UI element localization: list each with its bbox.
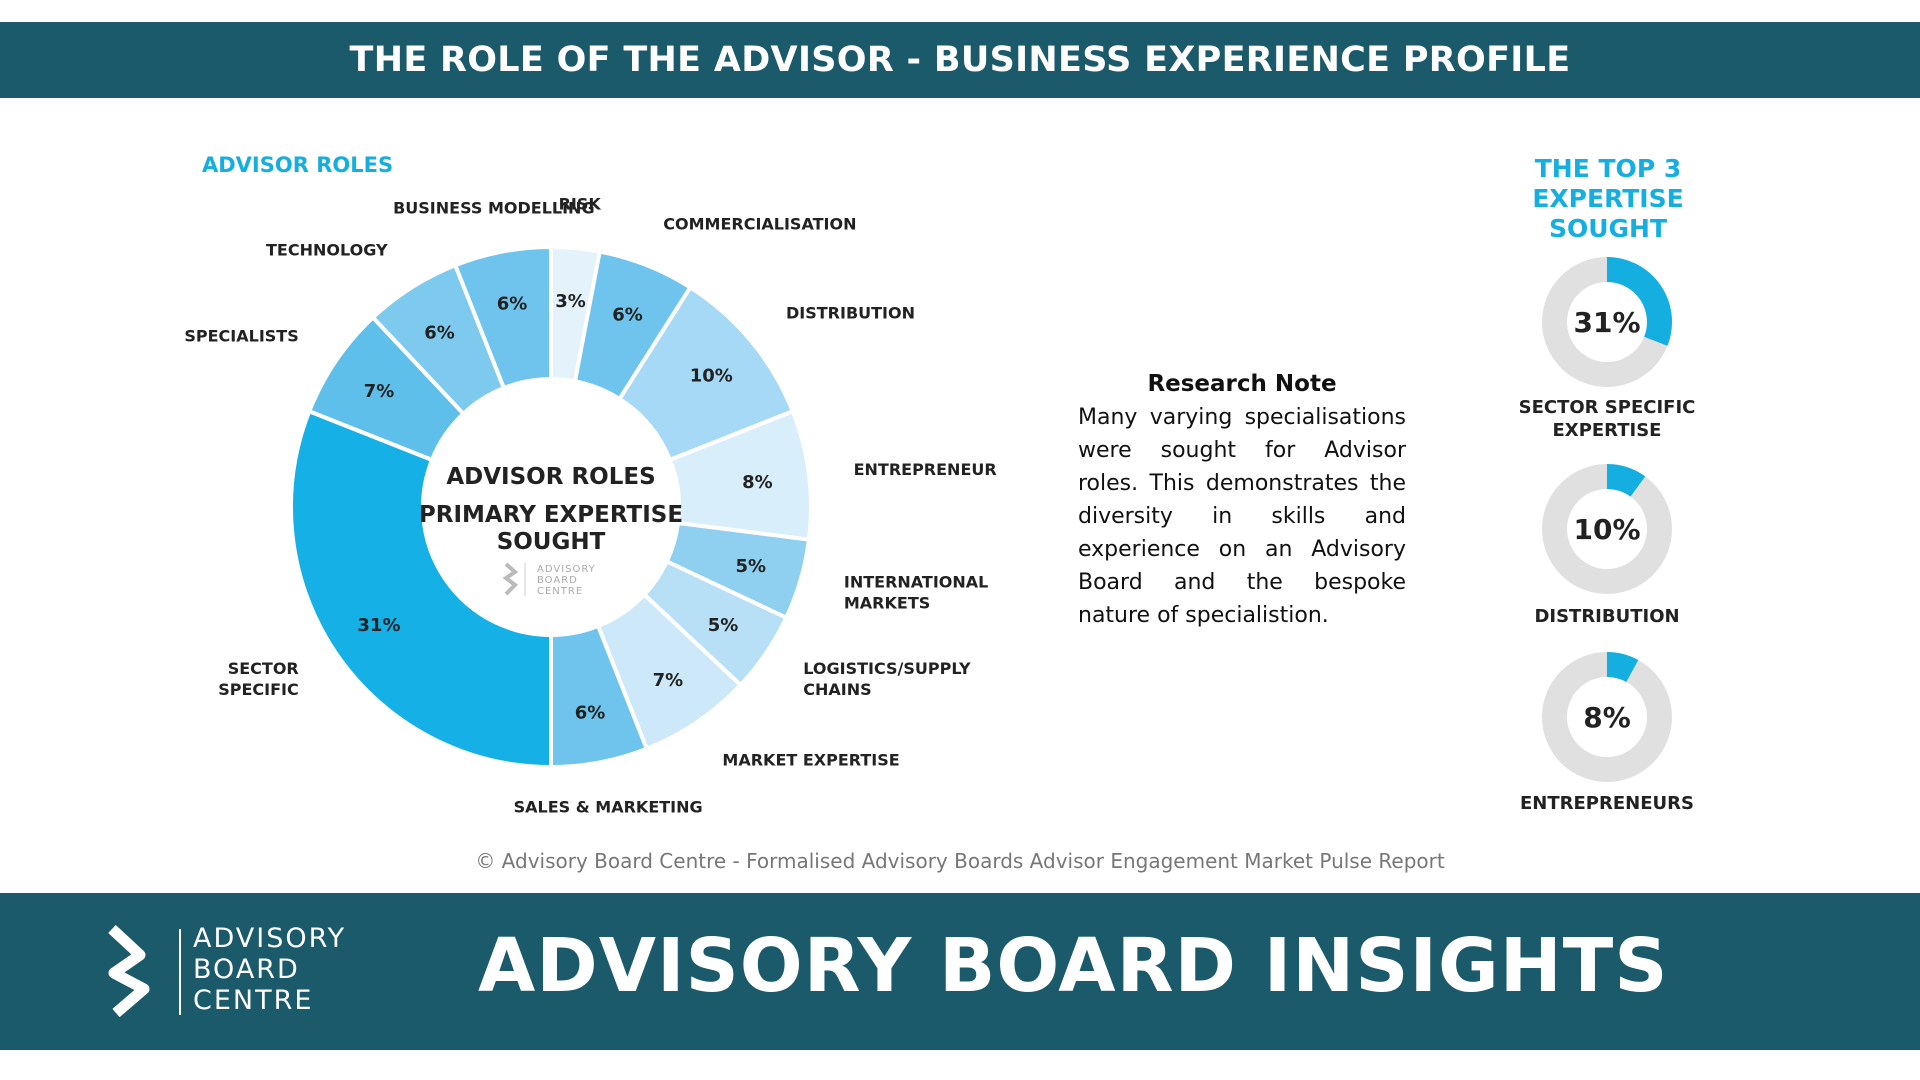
donut-category-label: INTERNATIONAL MARKETS xyxy=(844,573,988,613)
donut-category-label: TECHNOLOGY xyxy=(266,240,388,259)
donut-category-label: RISK xyxy=(559,194,602,213)
donut-category-label: LOGISTICS/SUPPLY CHAINS xyxy=(803,659,971,699)
donut-center-line2: PRIMARY EXPERTISE xyxy=(419,502,683,528)
logo-divider xyxy=(179,929,181,1015)
ring-value-label: 10% xyxy=(1573,513,1640,546)
donut-slice-sector-specific xyxy=(289,408,553,770)
top3-title: THE TOP 3 EXPERTISE SOUGHT xyxy=(1480,154,1736,244)
donut-value-label: 5% xyxy=(735,556,766,577)
donut-category-label: SPECIALISTS xyxy=(184,327,298,346)
research-note-title: Research Note xyxy=(1147,371,1337,397)
top3-label-line: ENTREPRENEURS xyxy=(1520,793,1694,814)
top3-title-line2: EXPERTISE xyxy=(1532,184,1684,213)
logo-text: ADVISORY BOARD CENTRE xyxy=(193,923,346,1016)
donut-category-label: BUSINESS MODELLING xyxy=(393,198,594,217)
center-logo-icon xyxy=(502,562,519,596)
ring-track xyxy=(1542,464,1672,594)
research-note-body: Many varying specialisations were sought… xyxy=(1078,405,1406,628)
donut-center-line1: ADVISOR ROLES xyxy=(446,464,655,490)
donut-value-label: 7% xyxy=(364,381,395,402)
ring-track xyxy=(1542,652,1672,782)
top3-ring-entrepreneurs: 8% xyxy=(1542,652,1672,782)
logo-text-line1: ADVISORY xyxy=(193,923,347,954)
footer-banner: ADVISORY BOARD CENTRE ADVISORY BOARD INS… xyxy=(0,893,1920,1050)
donut-category-label: SECTOR SPECIFIC xyxy=(218,659,299,699)
donut-category-label: COMMERCIALISATION xyxy=(663,214,856,233)
page-title: THE ROLE OF THE ADVISOR - BUSINESS EXPER… xyxy=(349,40,1571,80)
donut-category-label: SALES & MARKETING xyxy=(514,798,703,817)
top3-title-line1: THE TOP 3 xyxy=(1534,154,1682,183)
donut-value-label: 7% xyxy=(653,670,684,691)
center-logo-line1: ADVISORY xyxy=(537,564,596,575)
donut-value-label: 3% xyxy=(555,291,586,312)
donut-value-label: 31% xyxy=(357,615,400,636)
copyright-footnote: © Advisory Board Centre - Formalised Adv… xyxy=(475,849,1445,873)
logo-text-line2: BOARD xyxy=(193,954,300,985)
top3-label-entrepreneurs: ENTREPRENEURS xyxy=(1477,792,1737,815)
donut-category-label: DISTRIBUTION xyxy=(786,304,915,323)
insights-headline: ADVISORY BOARD INSIGHTS xyxy=(478,923,1669,1009)
top3-label-line: SECTOR SPECIFIC xyxy=(1518,397,1696,418)
donut-slice-business-modelling xyxy=(452,244,553,391)
donut-value-label: 10% xyxy=(690,365,733,386)
donut-value-label: 6% xyxy=(497,294,528,315)
ring-value-arc xyxy=(1606,464,1646,497)
donut-category-label: MARKET EXPERTISE xyxy=(722,750,899,769)
donut-center-line3: SOUGHT xyxy=(497,529,606,555)
top3-label-line: DISTRIBUTION xyxy=(1534,606,1680,627)
research-note: Research Note Many varying specialisatio… xyxy=(1078,371,1406,632)
top3-ring-sector-specific-expertise: 31% xyxy=(1542,257,1672,387)
ring-value-arc xyxy=(1606,652,1639,683)
advisor-roles-donut-chart: 3% RISK 6% COMMERCIALISATION 10% DISTRIBUTION… xyxy=(184,194,996,816)
ring-value-label: 8% xyxy=(1583,701,1631,734)
top3-label-line: EXPERTISE xyxy=(1552,420,1662,441)
center-logo-line2: BOARD xyxy=(537,575,578,586)
donut-value-label: 5% xyxy=(708,615,739,636)
top3-title-line3: SOUGHT xyxy=(1548,214,1668,243)
donut-slices xyxy=(289,244,813,770)
logo-text-line3: CENTRE xyxy=(193,985,314,1016)
donut-value-label: 8% xyxy=(742,472,773,493)
donut-value-label: 6% xyxy=(424,322,455,343)
ring-value-arc xyxy=(1606,257,1672,346)
ring-track xyxy=(1542,257,1672,387)
title-banner: THE ROLE OF THE ADVISOR - BUSINESS EXPER… xyxy=(0,22,1920,98)
donut-category-label: ENTREPRENEUR xyxy=(854,460,997,479)
top3-label-distribution: DISTRIBUTION xyxy=(1477,605,1737,628)
donut-labels: 3% RISK 6% COMMERCIALISATION 10% DISTRIBUTION… xyxy=(184,194,996,816)
donut-value-label: 6% xyxy=(575,702,606,723)
top3-ring-distribution: 10% xyxy=(1542,464,1672,594)
section-label: ADVISOR ROLES xyxy=(202,153,394,177)
ring-value-label: 31% xyxy=(1573,306,1640,339)
top3-label-sector-specific: SECTOR SPECIFIC EXPERTISE xyxy=(1477,396,1737,442)
advisory-board-centre-logo-icon xyxy=(108,925,150,1017)
donut-center: ADVISOR ROLES PRIMARY EXPERTISE SOUGHT A… xyxy=(419,464,683,597)
center-logo-line3: CENTRE xyxy=(537,586,583,597)
donut-value-label: 6% xyxy=(612,305,643,326)
